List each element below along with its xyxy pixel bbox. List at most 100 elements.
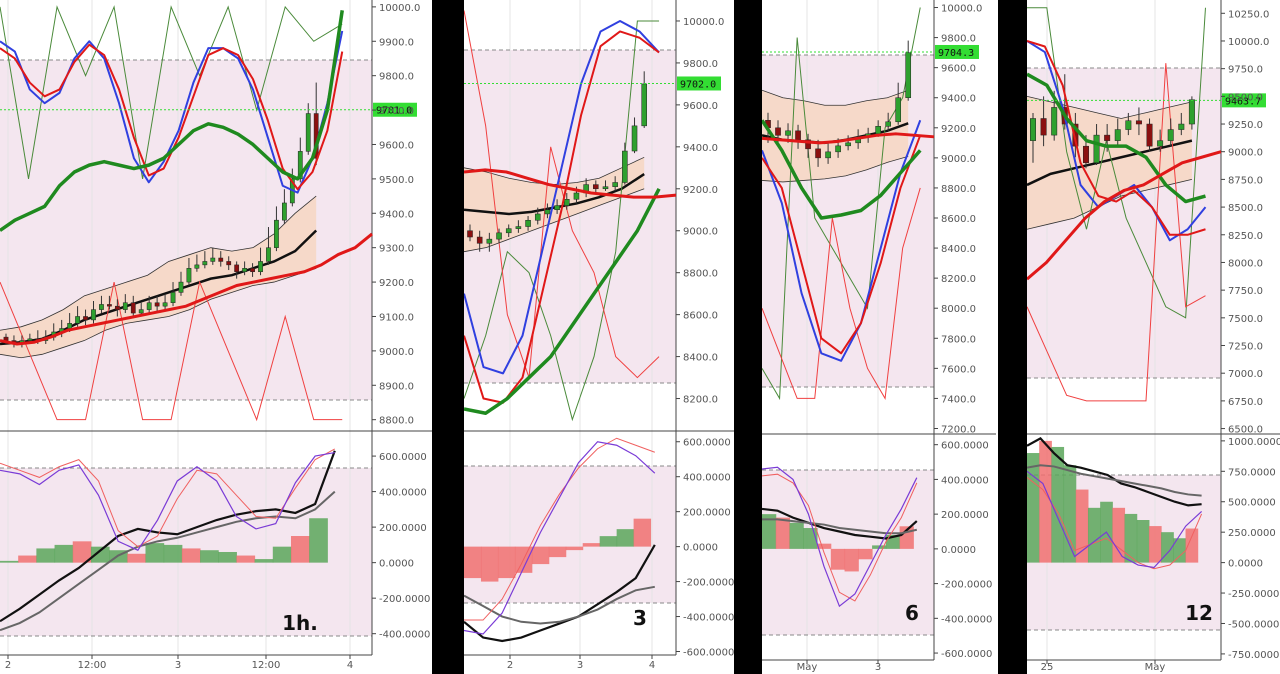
candle-body <box>234 264 240 273</box>
candle-body <box>27 338 33 341</box>
x-tick-label: 12:00 <box>78 660 107 671</box>
y-tick-label: 7800.0 <box>941 334 976 345</box>
y-tick-label: 8200.0 <box>941 274 976 285</box>
osc-tick-label: 0.0000 <box>379 559 414 570</box>
y-tick-label: 7000.0 <box>1228 369 1263 380</box>
osc-tick-label: 0.0000 <box>683 543 718 554</box>
osc-histogram-bar <box>565 546 584 551</box>
candle-body <box>1135 120 1142 125</box>
candle-body <box>602 186 609 190</box>
candle-body <box>815 148 821 159</box>
candle-body <box>895 97 902 123</box>
y-tick-label: 9000.0 <box>379 347 414 358</box>
candle-body <box>1093 134 1100 164</box>
y-tick-label: 8900.0 <box>379 381 414 392</box>
y-tick-label: 9000.0 <box>941 154 976 165</box>
line-blue <box>0 30 344 194</box>
chart-svg-12[interactable]: 9463.7 10250.0 10000.0 9750.0 9500.0 9250.0 90… <box>1027 0 1280 674</box>
osc-tick-label: -400.0000 <box>379 630 430 641</box>
line-green-thick <box>1027 72 1206 204</box>
candle-body <box>83 316 88 321</box>
line-red-thick <box>0 232 373 346</box>
candle-body <box>1114 129 1121 141</box>
y-tick-label: 9200.0 <box>379 278 414 289</box>
candle-body <box>218 257 224 262</box>
x-tick-label: 4 <box>347 660 353 671</box>
candle-body <box>775 127 781 136</box>
y-tick-label: 8000.0 <box>1228 258 1263 269</box>
y-tick-label: 9500.0 <box>379 175 414 186</box>
osc-tick-label: -600.0000 <box>941 649 992 660</box>
candle-body <box>67 323 73 329</box>
y-tick-label: 7200.0 <box>941 424 976 435</box>
y-tick-label: 9600.0 <box>683 101 718 112</box>
y-tick-label: 6750.0 <box>1228 397 1263 408</box>
y-tick-label: 9400.0 <box>683 143 718 154</box>
candle-body <box>266 247 271 262</box>
chart-svg-3[interactable]: 9702.0 10000.0 9800.0 9600.0 9400.0 9200.0 900… <box>464 0 734 674</box>
osc-line-purple <box>762 466 918 608</box>
candle-body <box>170 292 176 303</box>
chart-panel-3[interactable]: 9702.0 10000.0 9800.0 9600.0 9400.0 9200.0 900… <box>464 0 734 674</box>
candle-body <box>107 304 112 307</box>
osc-histogram-bar <box>497 546 516 579</box>
x-tick-label: 12:00 <box>252 660 281 671</box>
candle-body <box>122 302 128 310</box>
y-tick-label: 8400.0 <box>683 353 718 364</box>
osc-tick-label: 400.0000 <box>941 475 989 486</box>
osc-tick-label: 400.0000 <box>379 488 427 499</box>
candle-body <box>534 213 541 221</box>
osc-tick-label: -200.0000 <box>941 580 992 591</box>
osc-histogram-bar <box>633 518 652 547</box>
candle-body <box>91 309 96 321</box>
price-tag-bg <box>1222 93 1266 108</box>
chart-svg-6[interactable]: 9704.3 10000.0 9800.0 9600.0 9400.0 9200.0 900… <box>762 0 998 674</box>
candle-body <box>297 151 303 180</box>
candle-body <box>258 261 263 273</box>
candle-body <box>515 226 522 229</box>
y-tick-label: 10000.0 <box>1228 37 1269 48</box>
candle-body <box>305 113 311 152</box>
osc-histogram-bar <box>0 560 19 563</box>
osc-tick-label: 600.0000 <box>683 438 731 449</box>
osc-tick-label: 0.0000 <box>941 545 976 556</box>
osc-histogram-bar <box>1039 440 1052 563</box>
thin-green-line <box>0 5 343 179</box>
osc-tick-label: -600.0000 <box>683 648 734 659</box>
osc-line-black <box>762 507 918 540</box>
y-tick-label: 9000.0 <box>1228 148 1263 159</box>
chart-panel-12[interactable]: 9463.7 10250.0 10000.0 9750.0 9500.0 9250.0 90… <box>1027 0 1280 674</box>
candle-body <box>250 268 255 273</box>
candle-body <box>593 184 599 190</box>
line-green-thick <box>0 10 344 232</box>
chart-panel-6[interactable]: 9704.3 10000.0 9800.0 9600.0 9400.0 9200.0 900… <box>762 0 998 674</box>
candle-body <box>194 264 200 269</box>
line-green-thick <box>762 119 922 220</box>
candle-body <box>1188 99 1195 125</box>
candle-body <box>1051 107 1058 136</box>
y-tick-label: 10000.0 <box>379 3 420 14</box>
candle-body <box>885 121 891 127</box>
bollinger-upper <box>762 89 909 106</box>
osc-histogram-bar <box>200 550 219 563</box>
osc-histogram-bar <box>290 536 310 563</box>
timeframe-label: 12 <box>1185 601 1213 625</box>
osc-histogram-bar <box>1173 538 1187 563</box>
osc-line-black <box>0 450 336 623</box>
candle-body <box>1125 120 1132 130</box>
osc-tick-label: -750.0000 <box>1228 650 1279 661</box>
osc-histogram-bar <box>817 543 832 549</box>
candle-body <box>612 182 618 187</box>
osc-tick-label: 200.0000 <box>683 508 731 519</box>
y-tick-label: 7750.0 <box>1228 286 1263 297</box>
y-tick-label: 9300.0 <box>379 244 414 255</box>
candle-body <box>631 125 638 152</box>
thin-red-line <box>762 187 921 400</box>
osc-histogram-bar <box>272 546 292 563</box>
chart-panel-1h[interactable]: 9701.0 10000.0 9900.0 9800.0 9700.0 9600.0 950… <box>0 0 432 674</box>
osc-histogram-bar <box>480 546 499 582</box>
candle-body <box>154 302 160 307</box>
price-tag-bg <box>935 44 979 59</box>
osc-histogram-bar <box>1051 446 1065 563</box>
chart-svg-1h[interactable]: 9701.0 10000.0 9900.0 9800.0 9700.0 9600.0 950… <box>0 0 432 674</box>
